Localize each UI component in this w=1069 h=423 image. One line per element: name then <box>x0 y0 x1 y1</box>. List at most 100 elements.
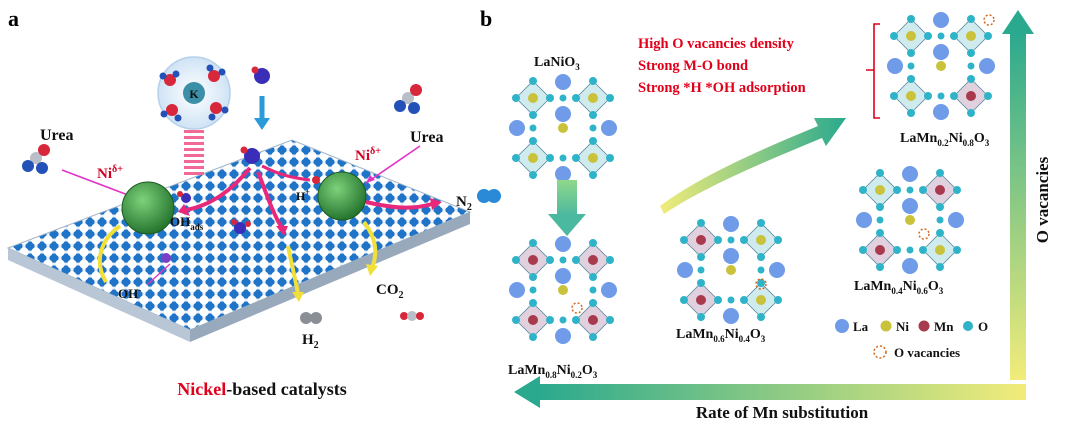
urea-left-arrow <box>61 169 137 199</box>
oxygen-atom <box>697 219 705 227</box>
nickel-particle-right <box>317 171 367 221</box>
center-nickel-atom <box>936 61 946 71</box>
legend-vacancy-swatch <box>873 345 887 359</box>
center-nickel-atom <box>726 265 736 275</box>
oxygen-atom <box>740 236 748 244</box>
nickel-atom <box>756 295 766 305</box>
oxygen-atom <box>774 236 782 244</box>
urea-molecule-right <box>394 84 422 114</box>
panel-a-letter: a <box>8 6 19 31</box>
oxygen-atom <box>967 15 975 23</box>
urea-label-left: Urea <box>40 127 73 144</box>
oxygen-atom <box>876 229 884 237</box>
lanthanum-atom <box>933 12 949 28</box>
bridging-oxygen-atom <box>529 124 537 132</box>
oxygen-atom <box>984 32 992 40</box>
ni-label-right: Niδ+ <box>355 146 381 164</box>
bridging-oxygen-atom <box>727 236 735 244</box>
pink-arrow-right <box>261 164 311 182</box>
yellow-arrow-left <box>97 224 122 284</box>
co2-label: CO2 <box>376 282 404 301</box>
arrow-curved-up <box>660 118 846 214</box>
oh-minus-connector <box>147 263 171 285</box>
oxygen-atom <box>714 236 722 244</box>
oxygen-vacancy-marker <box>918 228 930 240</box>
lanthanum-atom <box>723 216 739 232</box>
lanthanum-atom <box>677 262 693 278</box>
legend-mn-label: Mn <box>934 319 954 334</box>
oxygen-atom <box>757 219 765 227</box>
pink-arrow-to-left-head <box>178 204 190 216</box>
oxygen-atom <box>740 296 748 304</box>
bridging-oxygen-atom <box>757 266 765 274</box>
nickel-atom <box>935 245 945 255</box>
oxygen-atom <box>890 32 898 40</box>
oxygen-atom <box>953 246 961 254</box>
arrow-down-head <box>548 214 586 236</box>
oxygen-atom <box>589 77 597 85</box>
nickel-atom <box>906 91 916 101</box>
bridging-oxygen-atom <box>907 62 915 70</box>
manganese-atom <box>588 315 598 325</box>
oxygen-atom <box>936 203 944 211</box>
bridging-oxygen-atom <box>559 154 567 162</box>
urea-molecule-left <box>22 144 50 174</box>
lanthanum-atom <box>856 212 872 228</box>
oxygen-atom <box>950 92 958 100</box>
oxygen-atom <box>859 186 867 194</box>
arrow-mn-rate-head <box>514 376 540 408</box>
h-plus-label: H+ <box>296 188 310 203</box>
pink-arrow-to-left <box>185 166 252 212</box>
n2-molecule <box>477 189 501 203</box>
oxygen-atom <box>924 32 932 40</box>
lanthanum-atom <box>555 166 571 182</box>
bridging-oxygen-atom <box>589 124 597 132</box>
lanthanum-atom <box>887 58 903 74</box>
lanthanum-atom <box>509 120 525 136</box>
property-line-2: Strong M-O bond <box>638 58 748 74</box>
yellow-arrow-right-head <box>366 264 378 276</box>
oxygen-atom <box>589 299 597 307</box>
oxygen-atom <box>907 109 915 117</box>
oxygen-atom <box>546 154 554 162</box>
structure-lanio3 <box>509 74 617 182</box>
k-label: K <box>189 87 199 101</box>
oxygen-atom <box>936 229 944 237</box>
oxygen-atom <box>546 94 554 102</box>
oxygen-atom <box>572 256 580 264</box>
oxygen-atom <box>950 32 958 40</box>
oxygen-atom <box>529 111 537 119</box>
oxygen-atom <box>529 273 537 281</box>
oxygen-atom <box>546 316 554 324</box>
oxygen-atom <box>589 239 597 247</box>
lanthanum-atom <box>555 106 571 122</box>
legend-mn-swatch <box>918 320 930 332</box>
surface-edge-right <box>190 212 470 342</box>
urea-right-arrow <box>365 145 421 184</box>
bridging-oxygen-atom <box>936 216 944 224</box>
bridging-oxygen-atom <box>876 216 884 224</box>
oxygen-atom <box>953 186 961 194</box>
bridging-oxygen-atom <box>559 316 567 324</box>
ni-label-left: Niδ+ <box>97 164 123 182</box>
nickel-atom <box>588 153 598 163</box>
nickel-atom <box>528 93 538 103</box>
oxygen-atom <box>529 137 537 145</box>
center-nickel-atom <box>905 215 915 225</box>
down-arrow-blue-head <box>254 118 270 130</box>
manganese-atom <box>875 245 885 255</box>
lanthanum-atom <box>555 236 571 252</box>
label-mn-rate: Rate of Mn substitution <box>696 403 869 422</box>
label-lamn04: LaMn0.4Ni0.6O3 <box>854 279 944 296</box>
center-nickel-atom <box>558 285 568 295</box>
legend: La Ni Mn O O vacancies <box>835 319 988 360</box>
nickel-atom <box>875 185 885 195</box>
oxygen-atom <box>680 236 688 244</box>
nickel-particle-left <box>121 181 175 235</box>
lanthanum-atom <box>902 258 918 274</box>
manganese-atom <box>696 235 706 245</box>
legend-o-label: O <box>978 319 988 334</box>
oxygen-atom <box>529 239 537 247</box>
center-nickel-atom <box>558 123 568 133</box>
bubble-connector-stripes <box>184 130 204 175</box>
